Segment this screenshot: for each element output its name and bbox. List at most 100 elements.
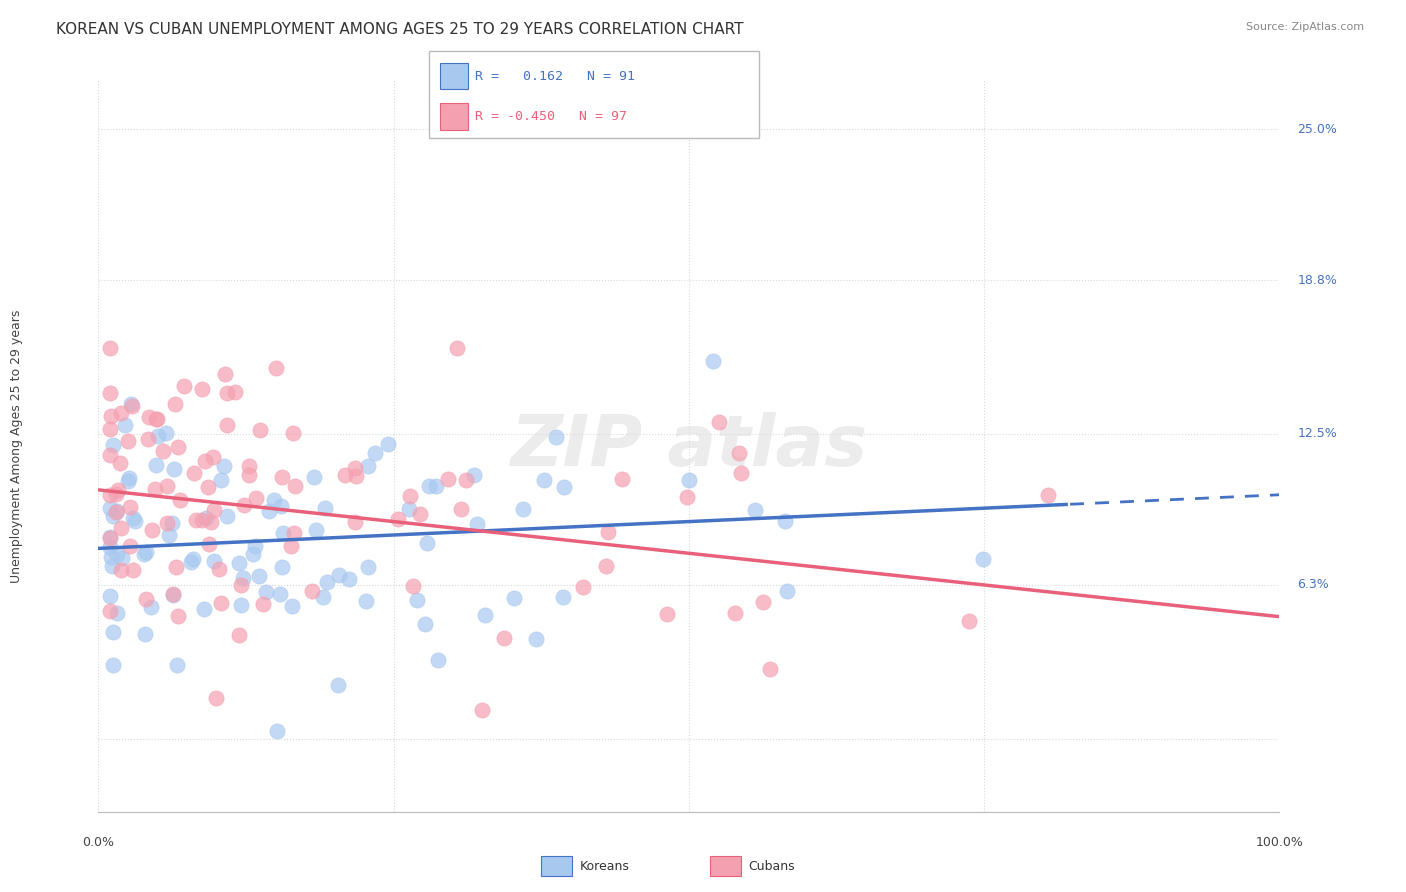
Point: [98, 422, 121, 436]
Point: [426, 652, 449, 666]
Point: [546, 430, 568, 444]
Point: [707, 415, 730, 429]
Point: [169, 492, 191, 507]
Point: [314, 500, 336, 515]
Point: [215, 509, 238, 524]
Point: [215, 386, 238, 401]
Point: [162, 588, 184, 602]
Text: R = -0.450   N = 97: R = -0.450 N = 97: [475, 110, 627, 123]
Point: [202, 554, 225, 568]
Point: [283, 525, 305, 540]
Point: [108, 457, 131, 471]
Point: [152, 443, 174, 458]
Point: [110, 406, 132, 420]
Point: [354, 594, 377, 608]
Point: [339, 572, 361, 586]
Point: [232, 571, 254, 585]
Point: [242, 547, 264, 561]
Text: 0.0%: 0.0%: [83, 836, 114, 849]
Point: [776, 584, 799, 599]
Point: [446, 342, 468, 356]
Point: [141, 523, 163, 537]
Point: [228, 556, 250, 570]
Point: [465, 516, 488, 531]
Point: [702, 353, 724, 368]
Point: [105, 505, 128, 519]
Point: [167, 440, 190, 454]
Point: [141, 600, 163, 615]
Point: [957, 615, 980, 629]
Point: [364, 445, 387, 459]
Point: [110, 563, 132, 577]
Point: [252, 597, 274, 611]
Point: [200, 515, 222, 529]
Point: [98, 342, 121, 356]
Text: R =   0.162   N = 91: R = 0.162 N = 91: [475, 70, 636, 83]
Text: Unemployment Among Ages 25 to 29 years: Unemployment Among Ages 25 to 29 years: [10, 310, 24, 582]
Point: [610, 472, 633, 486]
Point: [744, 502, 766, 516]
Point: [271, 525, 294, 540]
Point: [724, 606, 747, 620]
Point: [148, 428, 170, 442]
Point: [399, 489, 422, 503]
Point: [533, 473, 555, 487]
Point: [121, 399, 143, 413]
Point: [135, 592, 157, 607]
Point: [110, 521, 132, 535]
Point: [418, 479, 440, 493]
Point: [596, 524, 619, 539]
Point: [186, 513, 208, 527]
Point: [145, 412, 167, 426]
Point: [167, 609, 190, 624]
Point: [232, 498, 254, 512]
Point: [157, 528, 180, 542]
Point: [98, 531, 121, 545]
Point: [224, 384, 246, 399]
Text: 12.5%: 12.5%: [1298, 427, 1337, 441]
Point: [105, 487, 128, 501]
Point: [595, 559, 617, 574]
Point: [281, 599, 304, 613]
Point: [728, 446, 751, 460]
Point: [730, 466, 752, 480]
Point: [471, 703, 494, 717]
Point: [98, 500, 121, 515]
Point: [387, 512, 409, 526]
Point: [238, 468, 260, 483]
Point: [463, 468, 485, 483]
Point: [103, 438, 125, 452]
Point: [105, 547, 128, 561]
Point: [249, 423, 271, 437]
Point: [328, 567, 350, 582]
Point: [163, 397, 186, 411]
Text: 6.3%: 6.3%: [1298, 579, 1329, 591]
Text: 25.0%: 25.0%: [1298, 122, 1337, 136]
Point: [247, 569, 270, 583]
Point: [454, 473, 477, 487]
Point: [553, 590, 575, 604]
Point: [524, 632, 547, 646]
Point: [114, 417, 136, 432]
Point: [675, 490, 697, 504]
Point: [1038, 488, 1060, 502]
Point: [105, 503, 128, 517]
Point: [512, 502, 534, 516]
Point: [409, 507, 432, 521]
Point: [243, 539, 266, 553]
Point: [356, 458, 378, 473]
Point: [344, 460, 367, 475]
Point: [120, 500, 142, 514]
Point: [194, 510, 217, 524]
Point: [136, 432, 159, 446]
Point: [214, 367, 236, 381]
Point: [138, 410, 160, 425]
Point: [120, 397, 142, 411]
Point: [281, 425, 304, 440]
Point: [181, 552, 204, 566]
Point: [160, 516, 183, 531]
Text: Cubans: Cubans: [748, 860, 794, 872]
Point: [228, 628, 250, 642]
Point: [98, 386, 121, 401]
Point: [572, 580, 595, 594]
